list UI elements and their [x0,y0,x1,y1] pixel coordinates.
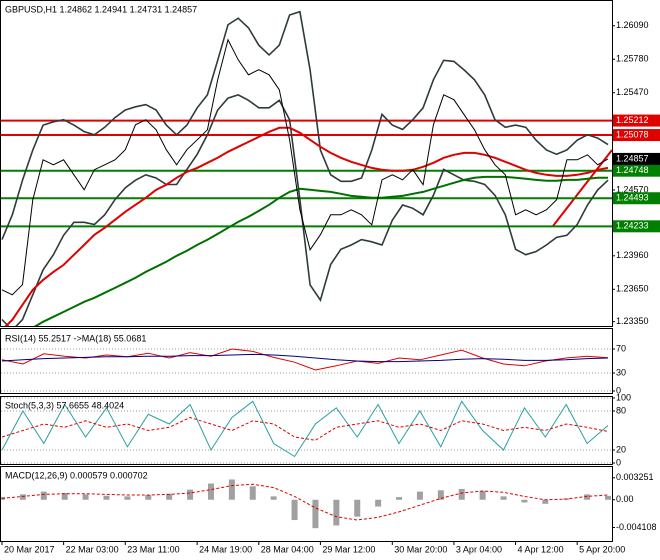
histogram-bar [228,479,235,500]
histogram-bar [458,488,465,500]
level-label: 1.24493 [616,193,649,203]
y-tick-label: -0.004108 [616,522,657,532]
x-tick-label: 22 Mar 03:00 [66,544,119,554]
histogram-bar [375,499,382,507]
level-label-box [613,192,660,205]
x-tick-label: 23 Mar 11:00 [127,544,179,554]
y-tick-label: 30 [616,367,626,377]
level-label: 1.24233 [616,221,649,231]
histogram-bar [333,499,340,526]
series-line [1,353,609,363]
rsi-panel [0,328,613,394]
histogram-bar [82,494,89,500]
x-tick-label: 20 Mar 2017 [4,544,55,554]
y-tick-label: 0 [616,457,621,467]
x-tick-label: 5 Apr 20:00 [579,544,625,554]
y-tick-label: 100 [616,392,631,402]
level-label: 1.25078 [616,129,649,139]
series-line [4,126,609,326]
panel-plot [1,10,612,326]
panel-plot [1,348,612,392]
series-line [1,348,609,371]
histogram-bar [166,493,173,500]
histogram-bar [124,496,131,500]
histogram-bar [19,494,26,500]
histogram-bar [61,493,68,500]
level-label-box [613,164,660,177]
x-tick-label: 28 Mar 04:00 [261,544,314,554]
x-tick-label: 29 Mar 12:00 [322,544,375,554]
y-tick-label: 0 [616,385,621,395]
series-line [1,38,609,296]
series-line [33,175,608,326]
y-tick-label: 1.23960 [616,250,649,260]
histogram-bar [103,495,110,500]
series-line [1,483,609,521]
histogram-bar [479,490,486,500]
y-tick-label: 1.23350 [616,316,649,326]
histogram-bar [291,499,298,521]
level-label: 1.25212 [616,115,649,125]
panel-plot [1,479,611,529]
histogram-bar [312,499,319,529]
price-label: 1.24857 [616,153,649,163]
histogram-bar [207,483,214,500]
y-tick-label: 20 [616,444,626,454]
x-tick-label: 3 Apr 04:00 [456,544,502,554]
y-tick-label: 80 [616,405,626,415]
histogram-bar [605,495,611,500]
histogram-bar [542,499,549,504]
panel-title: Stoch(5,3,3) 57.6655 48.4024 [5,400,124,410]
x-tick-label: 24 Mar 19:00 [199,544,252,554]
panel-title: GBPUSD,H1 1.24862 1.24941 1.24731 1.2485… [5,4,197,14]
histogram-bar [249,486,256,500]
panel-title: RSI(14) 55.2517 ->MA(18) 55.0681 [5,333,146,343]
x-tick-label: 4 Apr 12:00 [518,544,564,554]
histogram-bar [40,491,47,500]
y-tick-label: 1.24570 [616,184,649,194]
histogram-bar [187,489,194,500]
histogram-bar [437,490,444,500]
y-tick-label: 0.00 [616,494,634,504]
histogram-bar [145,495,152,500]
histogram-bar [500,496,507,500]
price-label-box [613,152,660,165]
series-line [1,400,609,458]
histogram-bar [270,496,277,500]
histogram-bar [354,499,361,517]
stoch-panel [0,396,613,465]
level-label-box [613,114,660,127]
y-tick-label: 1.23650 [616,284,649,294]
series-line [1,416,609,441]
main-panel [0,0,613,327]
y-tick-label: 70 [616,343,626,353]
level-label: 1.24748 [616,165,649,175]
histogram-bar [584,494,591,500]
panel-title: MACD(12,26,9) 0.000579 0.000702 [5,470,148,480]
y-tick-label: 1.26090 [616,20,649,30]
level-label-box [613,129,660,142]
y-tick-label: 1.25470 [616,87,649,97]
series-line [1,10,609,240]
y-tick-label: 1.25780 [616,54,649,64]
series-line [1,94,609,326]
histogram-bar [396,497,403,500]
histogram-bar [416,491,423,500]
level-label-box [613,220,660,233]
macd-panel [0,466,613,542]
histogram-bar [521,499,528,503]
panel-plot [1,397,612,464]
y-tick-label: 0.003251 [616,472,654,482]
x-tick-label: 30 Mar 20:00 [394,544,447,554]
